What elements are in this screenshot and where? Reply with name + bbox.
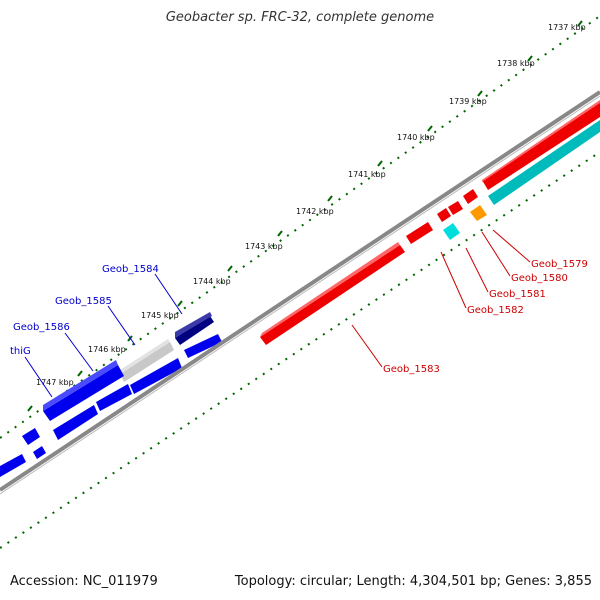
gene-label-geob-1580[interactable]: Geob_1580 — [511, 273, 568, 284]
scale-tick — [377, 160, 383, 167]
gene-arrow-geob-1583[interactable] — [260, 245, 405, 345]
gene-arrow-forward[interactable] — [33, 446, 46, 459]
scale-tick-label: 1746 kbp — [88, 345, 126, 354]
scale-tick-label: 1738 kbp — [497, 59, 535, 68]
forward-strand-genes — [0, 312, 222, 477]
forward-label-leaders — [24, 273, 183, 398]
scale-tick — [527, 55, 533, 62]
gene-arrow-geob-1580[interactable] — [448, 201, 463, 215]
gene-arrow-geob-1581[interactable] — [437, 208, 451, 222]
genome-summary-text: Topology: circular; Length: 4,304,501 bp… — [234, 574, 592, 589]
gene-label-geob-1586[interactable]: Geob_1586 — [13, 322, 70, 333]
scale-tick — [77, 370, 83, 377]
genome-backbone — [0, 90, 600, 495]
scale-tick-label: 1739 kbp — [449, 97, 487, 106]
scale-tick-label: 1743 kbp — [245, 242, 283, 251]
gene-arrow-reverse[interactable] — [482, 102, 600, 190]
gene-arrow-geob-1585[interactable] — [120, 342, 174, 382]
scale-tick-label: 1740 kbp — [397, 133, 435, 142]
scale-tick-label: 1742 kbp — [296, 207, 334, 216]
gene-label-geob-1584[interactable]: Geob_1584 — [102, 264, 159, 275]
gene-arrow-geob-1586[interactable] — [43, 365, 124, 421]
forward-gene-labels: Geob_1584 Geob_1585 Geob_1586 thiG — [10, 264, 159, 357]
scale-tick — [177, 300, 183, 307]
scale-tick — [477, 90, 483, 97]
gene-label-geob-1582[interactable]: Geob_1582 — [467, 305, 524, 316]
scale-tick — [577, 20, 583, 27]
outer-tick-track — [0, 15, 600, 439]
scale-tick — [427, 125, 433, 132]
gene-label-geob-1583[interactable]: Geob_1583 — [383, 364, 440, 375]
accession-text: Accession: NC_011979 — [10, 574, 158, 589]
scale-ticks: 1737 kbp 1738 kbp 1739 kbp 1740 kbp 1741… — [27, 20, 586, 412]
gene-arrow-geob-1582[interactable] — [406, 222, 433, 244]
gene-arrow-rna[interactable] — [488, 120, 600, 205]
gene-arrow-forward[interactable] — [96, 384, 132, 411]
map-title: Geobacter sp. FRC-32, complete genome — [165, 10, 435, 25]
gene-arrow-thig[interactable] — [22, 428, 40, 445]
scale-tick — [227, 265, 233, 272]
scale-tick — [27, 405, 33, 412]
reverse-gene-labels: Geob_1579 Geob_1580 Geob_1581 Geob_1582 … — [383, 259, 588, 375]
gene-label-geob-1585[interactable]: Geob_1585 — [55, 296, 112, 307]
gene-arrow-forward[interactable] — [0, 454, 26, 477]
gene-arrow-forward[interactable] — [130, 358, 182, 394]
gene-arrow-rna[interactable] — [443, 223, 460, 240]
gene-arrow-geob-1584[interactable] — [175, 316, 214, 345]
scale-tick-label: 1747 kbp — [36, 378, 74, 387]
scale-tick — [277, 230, 283, 237]
gene-label-geob-1579[interactable]: Geob_1579 — [531, 259, 588, 270]
scale-tick — [327, 195, 333, 202]
gene-label-thig[interactable]: thiG — [10, 346, 31, 357]
reverse-label-leaders — [351, 229, 531, 368]
gene-arrow-forward[interactable] — [53, 405, 98, 440]
gene-arrow-geob-1579[interactable] — [463, 189, 478, 204]
reverse-strand-genes — [260, 100, 600, 345]
scale-tick-label: 1741 kbp — [348, 170, 386, 179]
gene-arrow-orange[interactable] — [470, 205, 487, 221]
scale-tick-label: 1737 kbp — [548, 23, 586, 32]
gene-label-geob-1581[interactable]: Geob_1581 — [489, 289, 546, 300]
scale-tick-label: 1745 kbp — [141, 311, 179, 320]
scale-tick-label: 1744 kbp — [193, 277, 231, 286]
gene-arrow-forward[interactable] — [184, 334, 222, 358]
